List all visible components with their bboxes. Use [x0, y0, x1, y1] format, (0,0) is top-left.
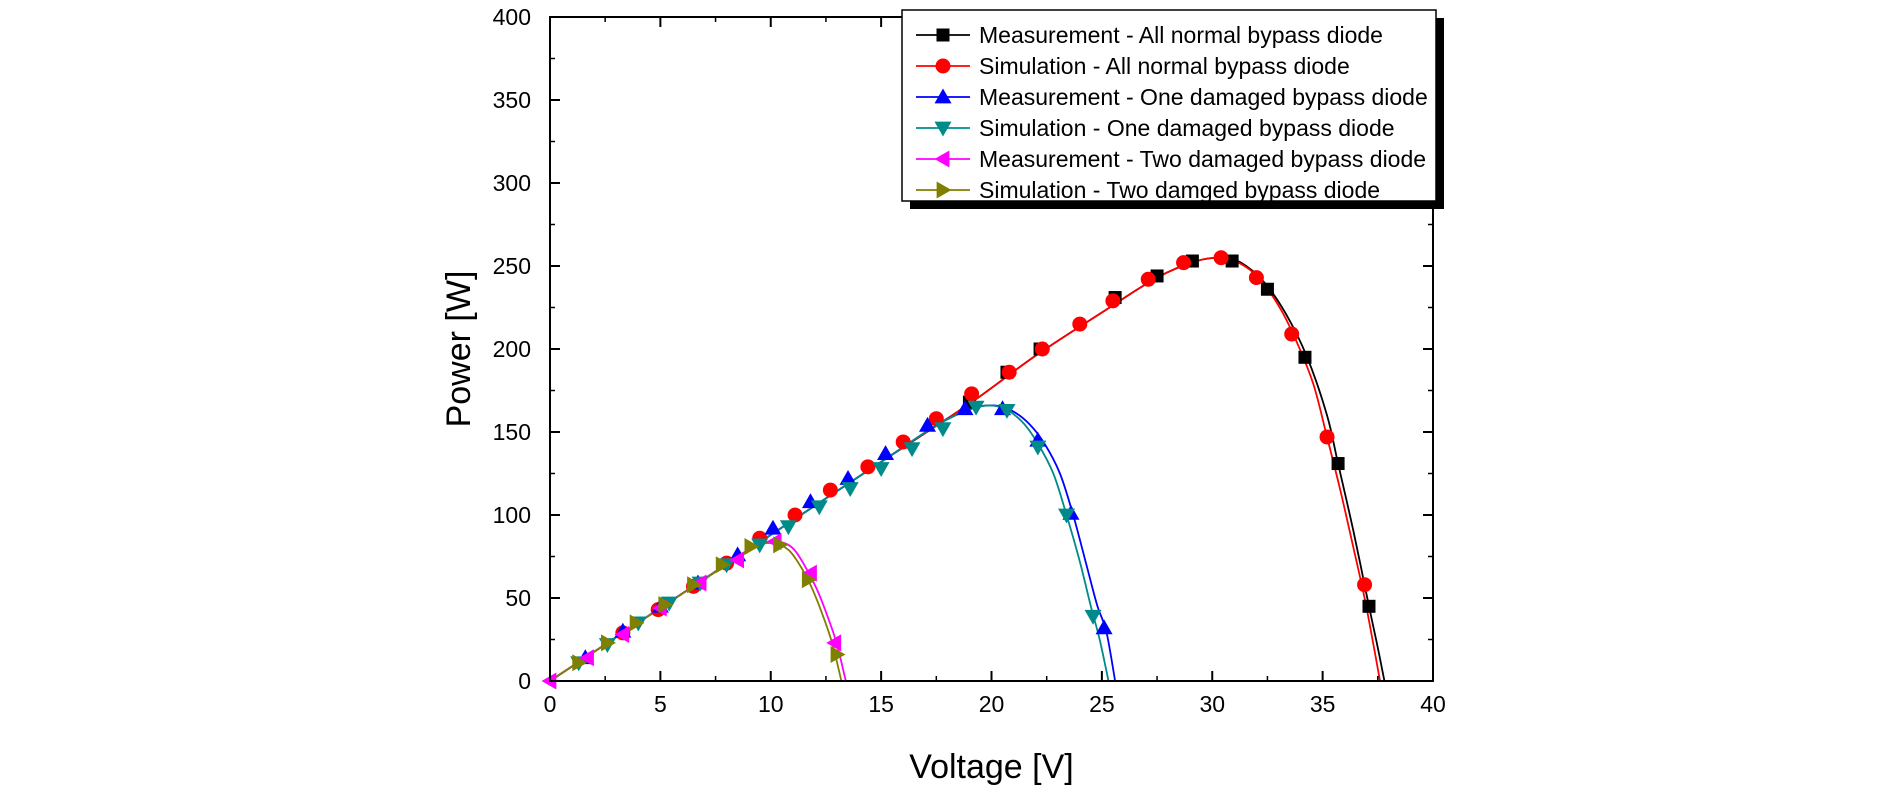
series-4-point-5: [729, 551, 745, 569]
series-3-point-16: [1058, 508, 1076, 524]
series-line-1: [549, 256, 1381, 682]
legend-marker-0: [936, 28, 950, 42]
series-5-point-7: [773, 536, 789, 554]
legend: Measurement - All normal bypass diode Sim…: [901, 9, 1444, 209]
series-5-point-8: [801, 571, 817, 589]
series-5-point-0: [572, 654, 588, 672]
series-3-point-17: [1084, 609, 1102, 625]
legend-label-4: Measurement - Two damaged bypass diode: [979, 146, 1426, 172]
legend-label-0: Measurement - All normal bypass diode: [979, 22, 1383, 48]
series-3-point-8: [810, 500, 828, 516]
series-1-point-12: [1034, 341, 1050, 357]
y-tick-label: 0: [518, 668, 531, 694]
series-1-point-20: [1319, 429, 1335, 445]
series-3-point-12: [934, 422, 952, 438]
legend-box: [901, 9, 1437, 202]
series-1-point-7: [860, 459, 876, 475]
y-tick-label: 350: [493, 87, 531, 113]
y-tick-label: 50: [505, 585, 531, 611]
series-3-point-6: [751, 538, 769, 554]
series-1-point-15: [1140, 271, 1156, 287]
y-tick-label: 200: [493, 336, 531, 362]
series-3-point-15: [1029, 440, 1047, 456]
series-2-point-8: [877, 445, 895, 460]
series-4-point-2: [614, 626, 630, 644]
x-tick-label: 35: [1310, 691, 1336, 717]
series-3-point-14: [998, 404, 1016, 419]
x-tick-label: 5: [654, 691, 667, 717]
x-tick-label: 15: [868, 691, 894, 717]
series-4-point-0: [541, 672, 557, 690]
series-1-point-21: [1357, 577, 1373, 593]
y-tick-label: 250: [493, 253, 531, 279]
x-tick-label: 20: [979, 691, 1005, 717]
series-0-point-10: [1362, 599, 1376, 613]
series-3-point-11: [903, 442, 921, 458]
y-tick-label: 300: [493, 170, 531, 196]
series-1-point-19: [1284, 326, 1300, 342]
legend-label-2: Measurement - One damaged bypass diode: [979, 84, 1428, 110]
series-1-point-16: [1176, 255, 1192, 271]
series-2-point-7: [839, 469, 857, 485]
y-tick-label: 400: [493, 4, 531, 30]
series-3-point-13: [967, 400, 985, 416]
series-1-point-11: [1001, 364, 1017, 380]
series-5-point-5: [715, 556, 731, 574]
series-1-point-18: [1248, 270, 1264, 286]
series-0-point-7: [1260, 282, 1274, 296]
series-3-point-10: [872, 462, 890, 478]
series-0-point-6: [1225, 254, 1239, 268]
series-1-point-14: [1105, 293, 1121, 309]
series-line-3: [549, 404, 1110, 682]
series-4-point-7: [801, 564, 817, 582]
legend-marker-4: [934, 150, 950, 168]
x-tick-label: 10: [758, 691, 784, 717]
axes: 0 5 10 15 20 25 30 35 40050100150200250300350400…: [440, 4, 1446, 786]
x-tick-label: 40: [1420, 691, 1446, 717]
series-3-point-7: [779, 520, 797, 536]
x-tick-label: 0: [544, 691, 557, 717]
series-group: [541, 250, 1386, 690]
legend-label-3: Simulation - One damaged bypass diode: [979, 115, 1395, 141]
x-tick-label: 30: [1199, 691, 1225, 717]
series-5-point-6: [744, 538, 760, 556]
legend-label-1: Simulation - All normal bypass diode: [979, 53, 1350, 79]
series-4-point-8: [826, 634, 842, 652]
series-1-point-5: [787, 507, 803, 523]
series-line-0: [549, 256, 1386, 682]
series-2-point-10: [956, 400, 974, 416]
y-tick-label: 100: [493, 502, 531, 528]
series-1-point-17: [1213, 250, 1229, 266]
y-axis-label: Power [W]: [440, 271, 478, 428]
series-5-point-1: [601, 634, 616, 652]
series-2-point-9: [918, 416, 936, 432]
series-5-point-2: [629, 614, 645, 632]
series-line-4: [549, 540, 847, 682]
legend-marker-3: [934, 121, 952, 137]
legend-marker-5: [936, 181, 952, 199]
plot-area: [541, 250, 1386, 690]
series-5-point-4: [687, 576, 702, 594]
series-1-point-6: [822, 482, 838, 498]
legend-label-5: Simulation - Two damged bypass diode: [979, 177, 1380, 203]
series-2-point-14: [1095, 619, 1113, 635]
series-1-point-10: [964, 386, 980, 402]
legend-marker-1: [935, 58, 951, 74]
series-0-point-8: [1298, 350, 1312, 364]
x-axis-label: Voltage [V]: [909, 748, 1073, 786]
series-2-point-5: [764, 519, 782, 535]
series-3-point-9: [841, 482, 859, 497]
x-tick-label: 25: [1089, 691, 1115, 717]
series-4-point-1: [579, 649, 594, 667]
legend-marker-2: [934, 88, 952, 104]
series-1-point-13: [1072, 316, 1088, 332]
series-0-point-9: [1331, 457, 1345, 471]
series-line-5: [549, 542, 843, 682]
series-5-point-9: [830, 645, 846, 663]
series-5-point-3: [658, 596, 674, 614]
y-tick-label: 150: [493, 419, 531, 445]
